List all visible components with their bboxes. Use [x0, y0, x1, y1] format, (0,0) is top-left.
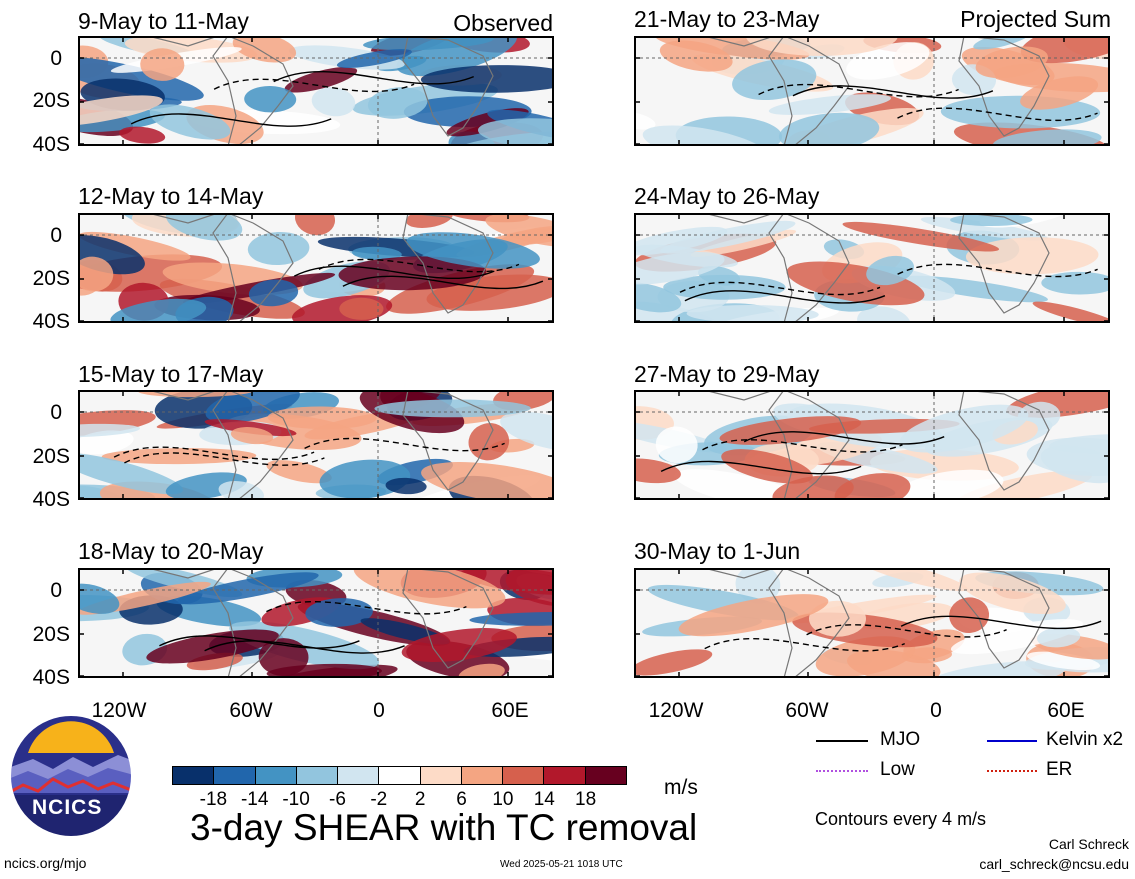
- legend-er-label: ER: [1046, 759, 1073, 780]
- panel-title: 30-May to 1-Jun: [634, 538, 801, 564]
- legend-er-line: [987, 770, 1037, 772]
- colorbar-swatch: [173, 767, 215, 784]
- colorbar-swatch: [379, 767, 421, 784]
- legend-low-line: [816, 770, 868, 772]
- colorbar-label: 2: [414, 789, 426, 810]
- colorbar-label: 6: [456, 789, 467, 810]
- footer-author: Carl Schreck: [1048, 836, 1129, 852]
- lat-label: 40S: [32, 488, 70, 511]
- map-panel-projected-1: [634, 36, 1110, 146]
- panel-tag: Observed: [453, 10, 553, 36]
- panel-title: 27-May to 29-May: [634, 361, 820, 387]
- colorbar-label: 10: [492, 789, 514, 810]
- contour-note: Contours every 4 m/s: [815, 809, 987, 829]
- map-panel-projected-3: [634, 390, 1110, 500]
- lon-label: 60W: [229, 699, 273, 722]
- map-panel-projected-2: [634, 213, 1110, 323]
- panel-title: 9-May to 11-May: [78, 8, 249, 34]
- map-panel-projected-4: [634, 568, 1110, 678]
- colorbar-units: m/s: [664, 776, 698, 799]
- legend-low-label: Low: [880, 759, 915, 780]
- logo-text: NCICS: [32, 796, 103, 819]
- lat-label: 20S: [32, 267, 70, 290]
- lat-label: 0: [50, 579, 62, 602]
- colorbar-label: -2: [370, 789, 388, 810]
- panel-tag: Projected Sum: [960, 6, 1111, 32]
- panel-title: 18-May to 20-May: [78, 538, 264, 564]
- panel-title: 15-May to 17-May: [78, 361, 264, 387]
- lat-label: 40S: [32, 666, 70, 689]
- lat-label: 40S: [32, 310, 70, 333]
- colorbar-label: -18: [199, 789, 228, 810]
- legend-mjo-label: MJO: [880, 729, 921, 750]
- colorbar-swatch: [461, 767, 504, 784]
- lat-label: 0: [50, 47, 62, 70]
- colorbar-label: -10: [282, 789, 310, 810]
- colorbar-swatch: [255, 767, 297, 784]
- colorbar-swatch: [544, 767, 586, 784]
- colorbar: [172, 766, 627, 785]
- footer-site: ncics.org/mjo: [4, 855, 87, 871]
- colorbar-swatch: [503, 767, 545, 784]
- panel-title: 21-May to 23-May: [634, 6, 820, 32]
- colorbar-label: -6: [329, 789, 346, 810]
- lat-label: 20S: [32, 89, 70, 112]
- legend-kelvin-label: Kelvin x2: [1046, 729, 1124, 750]
- map-panel-observed-2: [78, 213, 554, 323]
- colorbar-swatch: [338, 767, 380, 784]
- lat-label: 0: [50, 401, 62, 424]
- colorbar-swatch: [420, 767, 462, 784]
- lon-label: 60W: [785, 699, 829, 722]
- main-title: 3-day SHEAR with TC removal: [190, 807, 698, 848]
- colorbar-label: 14: [533, 789, 555, 810]
- footer-email: carl_schreck@ncsu.edu: [979, 856, 1129, 872]
- lon-label: 0: [930, 699, 942, 722]
- lat-label: 40S: [32, 133, 70, 156]
- colorbar-swatch: [214, 767, 256, 784]
- panel-title: 24-May to 26-May: [634, 183, 820, 209]
- colorbar-swatch: [585, 767, 626, 784]
- lon-label: 0: [373, 699, 385, 722]
- panel-title: 12-May to 14-May: [78, 183, 264, 209]
- lat-label: 20S: [32, 445, 70, 468]
- lat-label: 20S: [32, 623, 70, 646]
- map-panel-observed-1: [78, 36, 554, 146]
- lon-label: 120W: [91, 699, 147, 722]
- lon-label: 60E: [1047, 699, 1085, 722]
- lon-label: 60E: [491, 699, 529, 722]
- legend-mjo-line: [816, 740, 868, 742]
- colorbar-swatch: [296, 767, 339, 784]
- footer-timestamp: Wed 2025-05-21 1018 UTC: [500, 859, 623, 870]
- ncics-logo: [9, 714, 133, 838]
- colorbar-label: -14: [240, 789, 269, 810]
- map-panel-observed-4: [78, 568, 554, 678]
- lon-label: 120W: [648, 699, 704, 722]
- lat-label: 0: [50, 224, 62, 247]
- legend-kelvin-line: [987, 740, 1037, 742]
- colorbar-label: 18: [575, 789, 597, 810]
- map-panel-observed-3: [78, 390, 554, 500]
